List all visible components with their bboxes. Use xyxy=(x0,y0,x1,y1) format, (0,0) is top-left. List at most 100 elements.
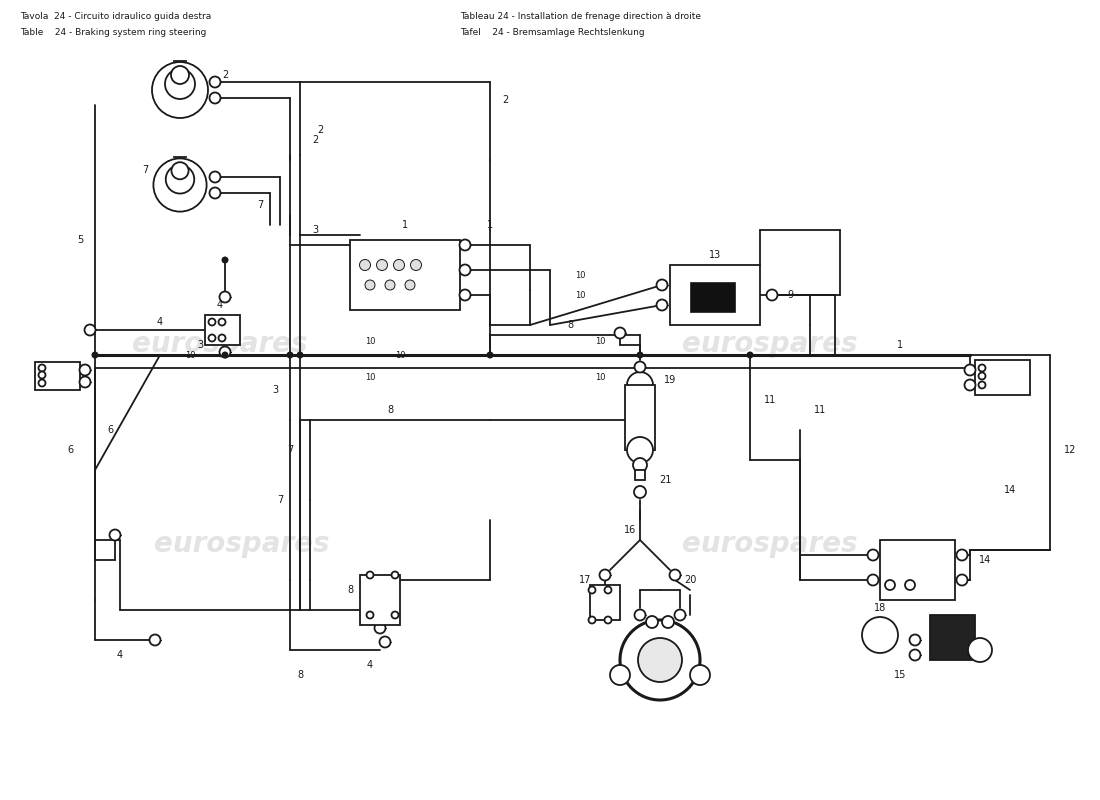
Circle shape xyxy=(209,318,216,326)
Text: 14: 14 xyxy=(1004,485,1016,495)
Circle shape xyxy=(635,362,646,373)
Circle shape xyxy=(39,379,45,386)
Circle shape xyxy=(486,351,494,358)
Circle shape xyxy=(605,617,612,623)
Text: 10: 10 xyxy=(574,290,585,299)
Text: 17: 17 xyxy=(579,575,591,585)
Text: 3: 3 xyxy=(272,385,278,395)
Text: 10: 10 xyxy=(595,374,605,382)
Circle shape xyxy=(957,574,968,586)
Circle shape xyxy=(690,665,710,685)
Circle shape xyxy=(392,571,398,578)
Text: 3: 3 xyxy=(312,225,318,235)
Circle shape xyxy=(657,299,668,310)
Circle shape xyxy=(405,280,415,290)
Circle shape xyxy=(79,365,90,375)
Circle shape xyxy=(635,610,646,621)
Circle shape xyxy=(886,580,895,590)
Circle shape xyxy=(209,171,220,182)
Text: 7: 7 xyxy=(287,445,293,455)
Circle shape xyxy=(166,165,195,194)
Circle shape xyxy=(374,622,385,634)
Circle shape xyxy=(868,574,879,586)
Text: 2: 2 xyxy=(312,135,318,145)
Circle shape xyxy=(910,650,921,661)
Circle shape xyxy=(91,351,99,358)
Circle shape xyxy=(657,279,668,290)
Circle shape xyxy=(460,239,471,250)
Circle shape xyxy=(605,586,612,594)
Text: eurospares: eurospares xyxy=(682,530,858,558)
Circle shape xyxy=(747,351,754,358)
Circle shape xyxy=(172,162,188,179)
Text: 11: 11 xyxy=(814,405,826,415)
Circle shape xyxy=(979,365,986,371)
Circle shape xyxy=(627,437,653,463)
Circle shape xyxy=(79,377,90,387)
Bar xyxy=(975,360,1030,395)
Circle shape xyxy=(634,486,646,498)
Text: 10: 10 xyxy=(365,374,375,382)
Circle shape xyxy=(674,610,685,621)
Circle shape xyxy=(153,158,207,212)
Text: 2: 2 xyxy=(317,125,323,135)
Bar xyxy=(205,315,240,345)
Text: 21: 21 xyxy=(659,475,671,485)
Circle shape xyxy=(394,259,405,270)
Circle shape xyxy=(965,379,976,390)
Circle shape xyxy=(670,570,681,581)
Circle shape xyxy=(220,346,231,358)
Text: 11: 11 xyxy=(763,395,777,405)
Text: 8: 8 xyxy=(566,320,573,330)
Circle shape xyxy=(662,616,674,628)
Text: 6: 6 xyxy=(107,425,113,435)
Text: 13: 13 xyxy=(708,250,722,260)
Circle shape xyxy=(646,616,658,628)
Bar xyxy=(590,585,620,620)
Text: 14: 14 xyxy=(979,555,991,565)
Text: 10: 10 xyxy=(185,350,196,359)
Circle shape xyxy=(209,334,216,342)
Circle shape xyxy=(209,93,220,103)
Circle shape xyxy=(862,617,898,653)
Text: 1: 1 xyxy=(402,220,408,230)
Text: 2: 2 xyxy=(222,70,228,80)
Text: eurospares: eurospares xyxy=(682,330,858,358)
Text: 8: 8 xyxy=(387,405,393,415)
Text: 6: 6 xyxy=(67,445,73,455)
Text: 10: 10 xyxy=(595,338,605,346)
Circle shape xyxy=(965,365,976,375)
Circle shape xyxy=(638,638,682,682)
Circle shape xyxy=(221,351,229,358)
Circle shape xyxy=(979,382,986,389)
Circle shape xyxy=(110,530,121,541)
Circle shape xyxy=(637,351,644,358)
Circle shape xyxy=(905,580,915,590)
Circle shape xyxy=(152,62,208,118)
Circle shape xyxy=(170,66,189,84)
Text: 20: 20 xyxy=(684,575,696,585)
Text: 12: 12 xyxy=(1064,445,1076,455)
Circle shape xyxy=(460,290,471,301)
Circle shape xyxy=(221,257,229,263)
Bar xyxy=(670,265,760,325)
Bar xyxy=(625,385,654,450)
Circle shape xyxy=(379,637,390,647)
Text: 4: 4 xyxy=(217,300,223,310)
Text: 16: 16 xyxy=(624,525,636,535)
Text: 10: 10 xyxy=(395,350,405,359)
Bar xyxy=(635,470,645,480)
Circle shape xyxy=(150,634,161,646)
Circle shape xyxy=(376,259,387,270)
Circle shape xyxy=(297,351,304,358)
Circle shape xyxy=(767,290,778,301)
Bar xyxy=(880,540,955,600)
Bar xyxy=(350,240,460,310)
Circle shape xyxy=(868,550,879,561)
Bar xyxy=(930,615,975,660)
Text: 8: 8 xyxy=(346,585,353,595)
Circle shape xyxy=(460,265,471,275)
Circle shape xyxy=(39,365,45,371)
Text: 7: 7 xyxy=(257,200,263,210)
Text: 5: 5 xyxy=(77,235,84,245)
